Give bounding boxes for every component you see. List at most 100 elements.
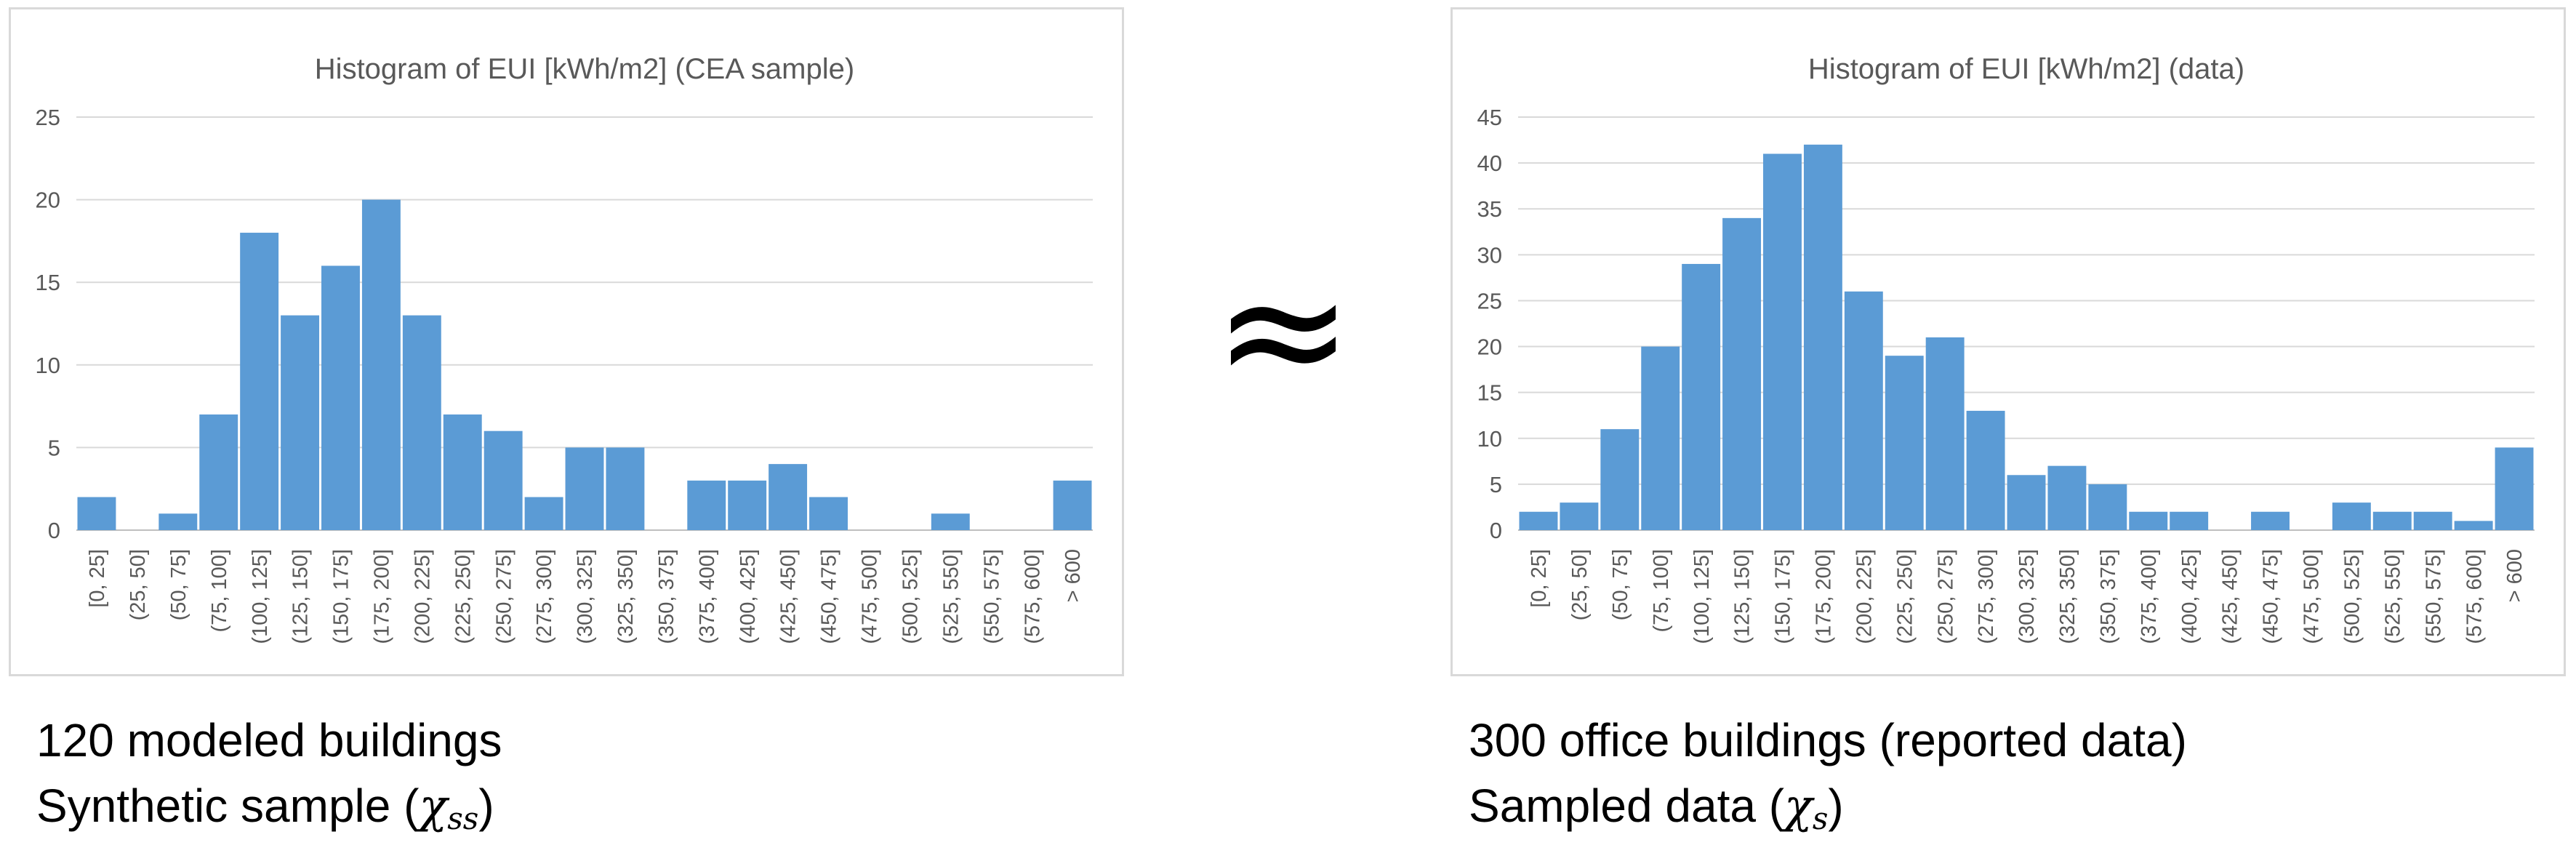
histogram-bar: [728, 480, 767, 530]
x-tick-label: (425, 450]: [2219, 549, 2242, 644]
x-tick-label: [0, 25]: [1528, 549, 1551, 608]
x-tick-label: (200, 225]: [1853, 549, 1876, 644]
y-tick-label: 0: [1490, 518, 1502, 543]
x-tick-label: (450, 475]: [2260, 549, 2283, 644]
y-tick-label: 35: [1477, 196, 1502, 222]
histogram-bar: [402, 315, 441, 530]
histogram-bar: [2454, 521, 2493, 530]
x-tick-label: (550, 575]: [2422, 549, 2445, 644]
y-tick-label: 25: [1477, 288, 1502, 313]
x-tick-label: (350, 375]: [2097, 549, 2120, 644]
y-tick-label: 40: [1477, 151, 1502, 176]
histogram-bar: [1844, 291, 1883, 530]
histogram-bar: [2129, 511, 2168, 530]
histogram-bar: [159, 513, 198, 530]
x-tick-label: (500, 525]: [899, 549, 923, 644]
left-caption-line1: 120 modeled buildings: [36, 714, 502, 766]
x-tick-label: (250, 275]: [1934, 549, 1957, 644]
left-caption-prefix: Synthetic sample (: [36, 780, 420, 832]
histogram-bar: [1803, 144, 1842, 530]
x-tick-label: (75, 100]: [208, 549, 231, 632]
y-tick-label: 45: [1477, 105, 1502, 130]
histogram-bar: [2088, 484, 2127, 530]
x-tick-label: (275, 300]: [1975, 549, 1998, 644]
x-tick-label: (575, 600]: [2463, 549, 2486, 644]
x-tick-label: (75, 100]: [1650, 549, 1673, 632]
y-tick-label: 0: [48, 518, 60, 543]
x-tick-label: (225, 250]: [452, 549, 475, 644]
x-tick-label: (300, 325]: [2015, 549, 2039, 644]
histogram-bar: [2251, 511, 2290, 530]
histogram-bar: [1519, 511, 1558, 530]
histogram-bar: [2413, 511, 2452, 530]
y-tick-label: 10: [1477, 426, 1502, 452]
x-tick-label: (525, 550]: [939, 549, 963, 644]
x-tick-label: (475, 500]: [2300, 549, 2324, 644]
histogram-bar: [2332, 502, 2371, 530]
histogram-bar: [199, 414, 238, 530]
y-tick-label: 5: [48, 435, 60, 460]
histogram-bar: [1053, 480, 1092, 530]
right-caption-subscript: s: [1812, 801, 1829, 836]
histogram-bar: [1763, 153, 1802, 530]
x-tick-label: (150, 175]: [1772, 549, 1795, 644]
histogram-bar: [321, 265, 360, 530]
x-tick-label: (300, 325]: [574, 549, 597, 644]
x-tick-label: > 600: [1062, 549, 1085, 602]
histogram-bar: [1925, 337, 1965, 530]
x-tick-label: (525, 550]: [2381, 549, 2404, 644]
histogram-bar: [931, 513, 970, 530]
x-tick-label: (275, 300]: [533, 549, 556, 644]
histogram-cea-sample-svg: Histogram of EUI [kWh/m2] (CEA sample) 0 5…: [36, 53, 1093, 644]
x-tick-label: (575, 600]: [1021, 549, 1044, 644]
x-tick-label: (475, 500]: [859, 549, 882, 644]
histogram-bar: [443, 414, 482, 530]
x-tick-label: (400, 425]: [737, 549, 760, 644]
x-tick-label: (125, 150]: [289, 549, 313, 644]
histogram-bar: [1560, 502, 1599, 530]
x-tick-label: (175, 200]: [1813, 549, 1836, 644]
right-caption-line2: Sampled data (χs): [1469, 778, 1844, 846]
y-tick-label: 15: [1477, 380, 1502, 406]
x-tick-label: (25, 50]: [1568, 549, 1592, 620]
histogram-bar: [809, 497, 848, 530]
approximately-equal-symbol: ≈: [1213, 233, 1354, 428]
histogram-bar: [2047, 465, 2087, 530]
y-tick-label: 20: [36, 188, 60, 213]
x-tick-label: (375, 400]: [696, 549, 719, 644]
histogram-bar: [2170, 511, 2209, 530]
histogram-bar: [1966, 410, 2005, 530]
x-tick-label: (200, 225]: [411, 549, 434, 644]
right-caption-line1: 300 office buildings (reported data): [1469, 714, 2187, 766]
x-tick-label: (250, 275]: [492, 549, 515, 644]
left-caption-suffix: ): [478, 780, 494, 832]
histogram-reported-data-svg: Histogram of EUI [kWh/m2] (data) 0 5 10 15 20…: [1477, 53, 2535, 644]
x-tick-label: (225, 250]: [1893, 549, 1917, 644]
histogram-bar: [769, 464, 808, 530]
right-caption-suffix: ): [1828, 780, 1844, 832]
x-tick-label: (375, 400]: [2138, 549, 2161, 644]
x-tick-label: (50, 75]: [1609, 549, 1632, 620]
histogram-bar: [361, 199, 401, 530]
histogram-bar: [1722, 217, 1762, 530]
histogram-bar: [240, 233, 279, 530]
left-caption-subscript: ss: [447, 801, 479, 836]
left-caption-line2: Synthetic sample (χss): [36, 778, 494, 846]
histogram-bar: [483, 430, 523, 530]
chart-title: Histogram of EUI [kWh/m2] (CEA sample): [315, 53, 854, 85]
x-tick-label: (25, 50]: [127, 549, 150, 620]
y-tick-label: 25: [36, 105, 60, 130]
histogram-bar: [606, 447, 645, 530]
histogram-bar: [687, 480, 726, 530]
y-tick-label: 20: [1477, 335, 1502, 360]
histogram-reported-data: Histogram of EUI [kWh/m2] (data) 0 5 10 15 20…: [1450, 7, 2566, 676]
histogram-bar: [1682, 263, 1721, 530]
right-caption-prefix: Sampled data (: [1469, 780, 1785, 832]
x-tick-label: (100, 125]: [1690, 549, 1714, 644]
x-tick-label: (100, 125]: [249, 549, 272, 644]
left-caption-chi-symbol: χ: [419, 780, 448, 833]
right-caption-chi-symbol: χ: [1784, 780, 1813, 833]
x-tick-label: (50, 75]: [167, 549, 190, 620]
x-tick-label: (425, 450]: [777, 549, 801, 644]
x-tick-label: [0, 25]: [86, 549, 109, 608]
